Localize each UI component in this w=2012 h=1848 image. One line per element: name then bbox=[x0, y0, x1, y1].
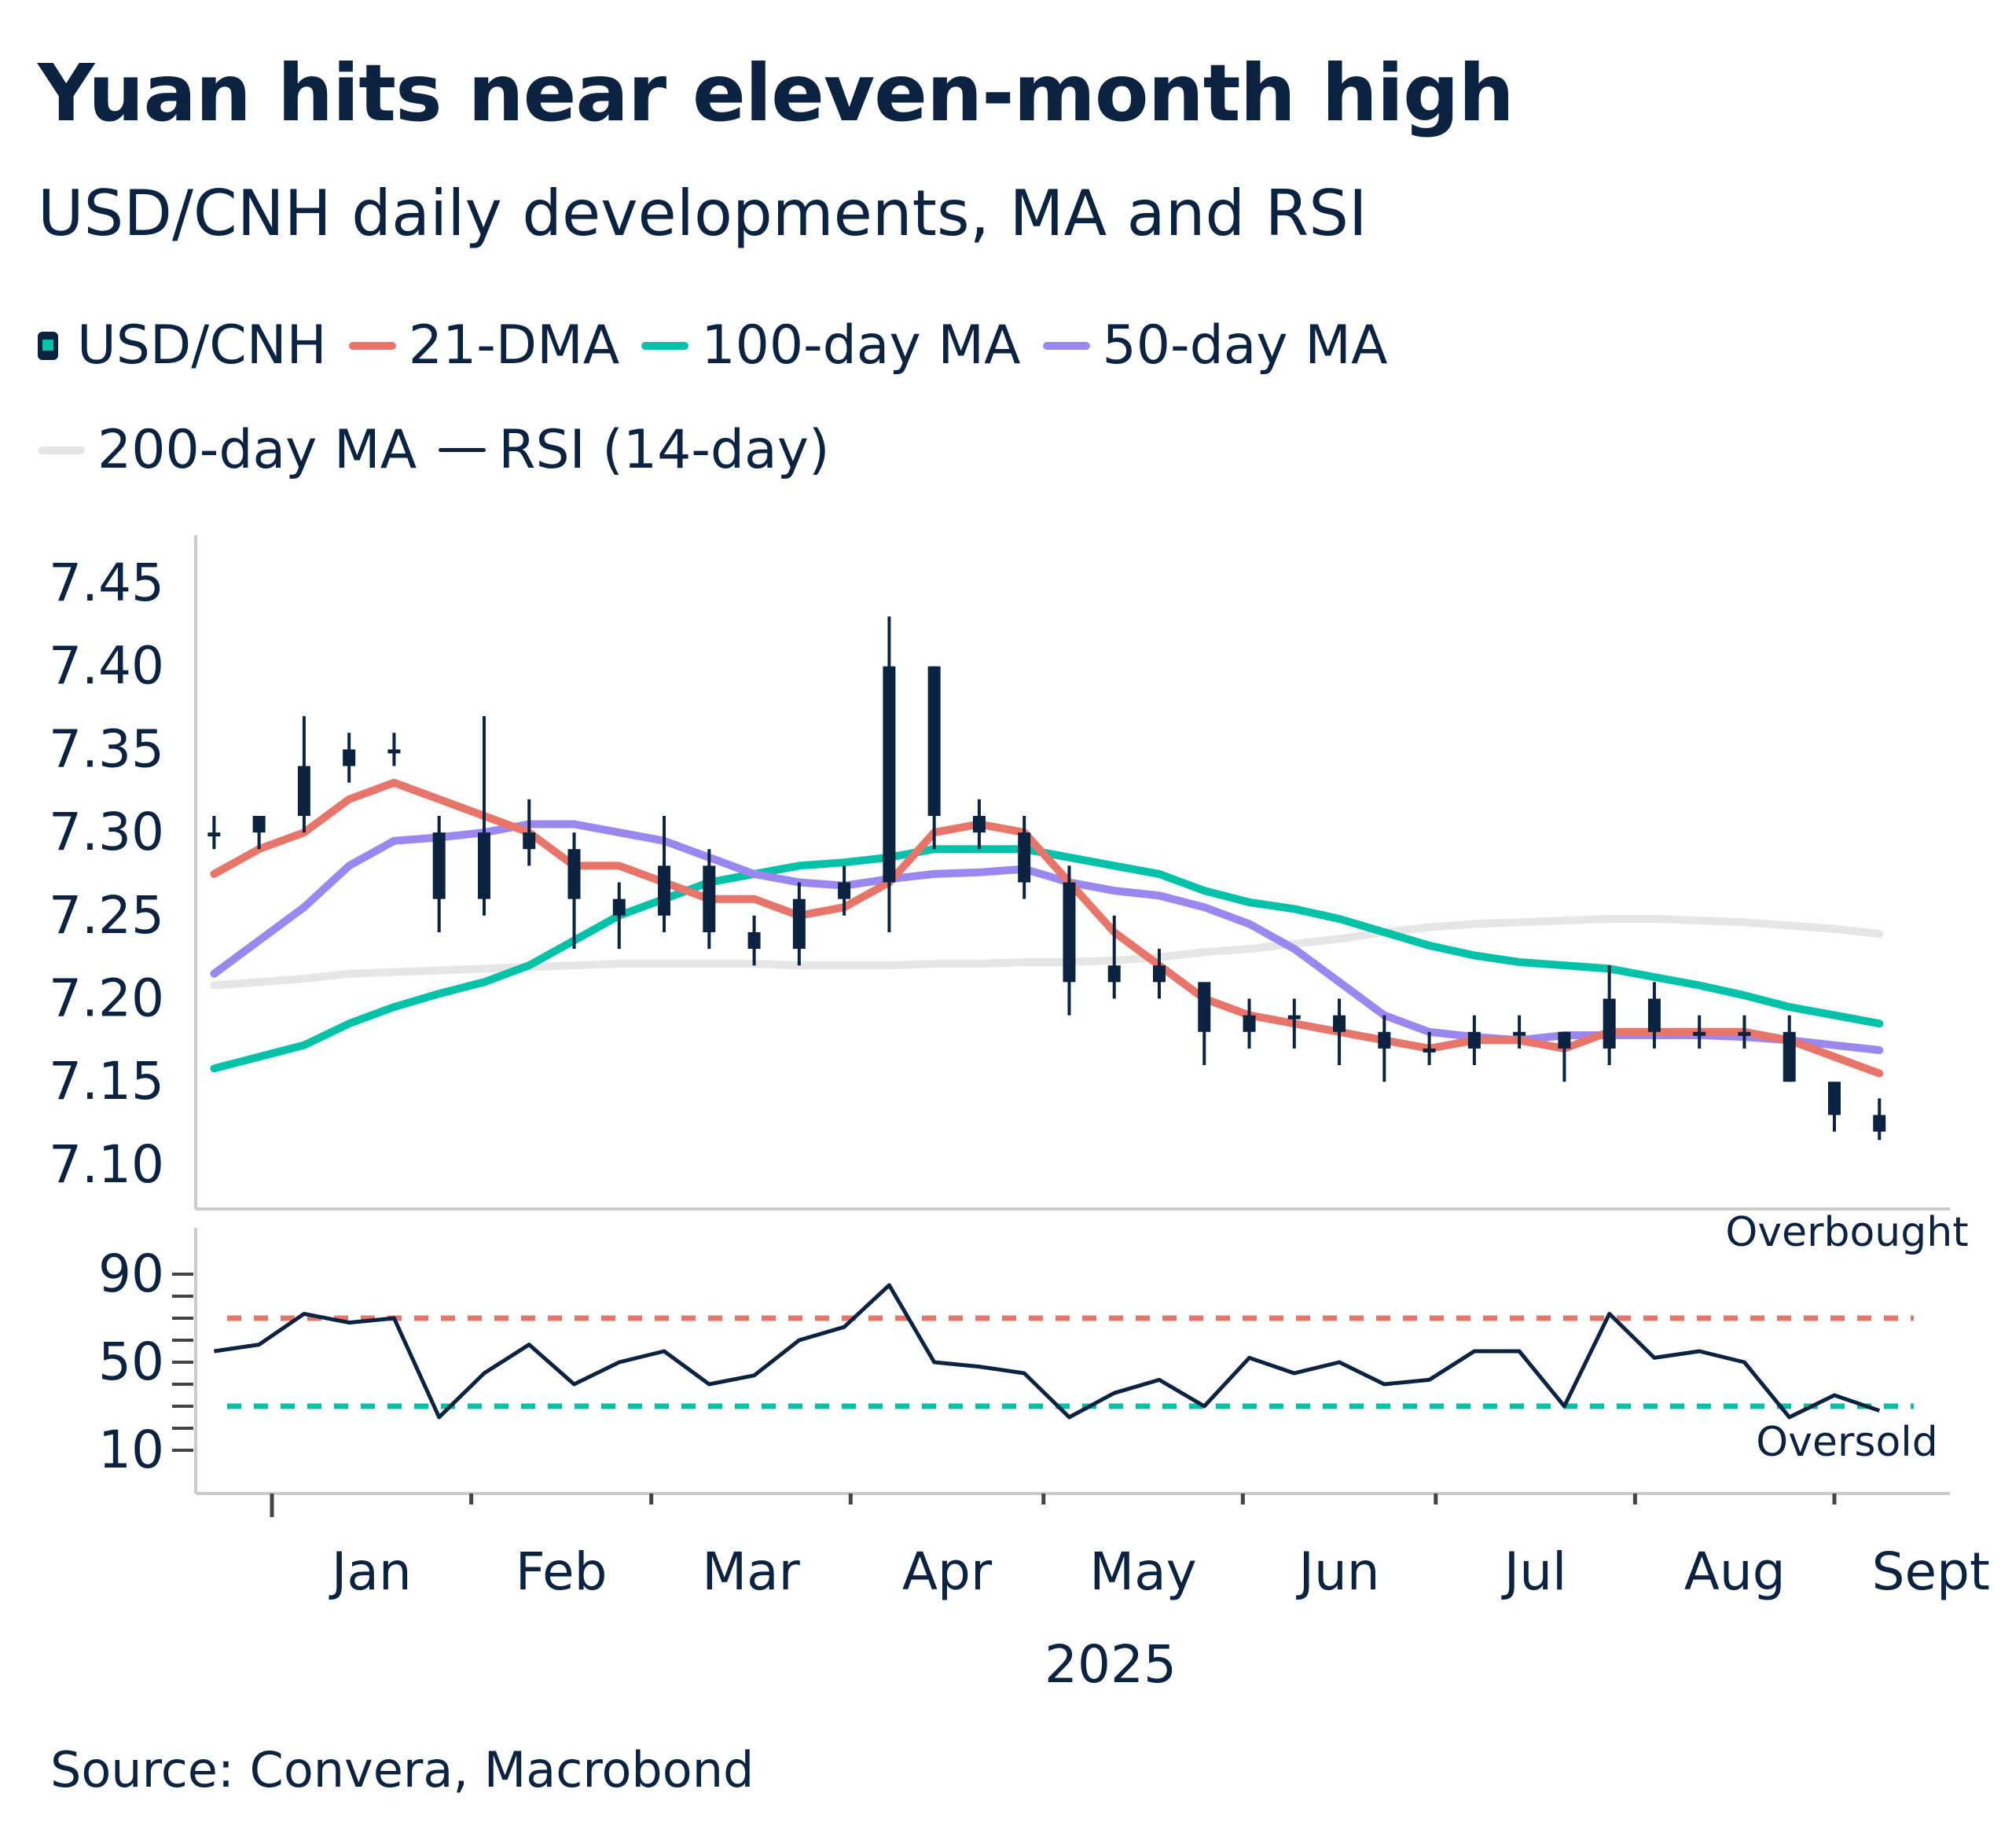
rsi-overbought-label: Overbought bbox=[1725, 1209, 1968, 1256]
candle-body bbox=[838, 882, 851, 899]
candle-body bbox=[1107, 965, 1121, 983]
legend-row-1: USD/CNH 21-DMA 100-day MA 50-day MA bbox=[38, 314, 1409, 377]
ma-line-21-dma bbox=[210, 778, 1884, 1078]
price-tick-label: 7.25 bbox=[49, 885, 164, 946]
candle-body bbox=[1333, 1015, 1346, 1032]
month-label: Aug bbox=[1684, 1541, 1786, 1602]
candle-body bbox=[1378, 1031, 1391, 1049]
chart-subtitle: USD/CNH daily developments, MA and RSI bbox=[38, 177, 1368, 250]
candle-body bbox=[1467, 1031, 1481, 1049]
rsi-oversold-label: Oversold bbox=[1756, 1419, 1937, 1466]
month-label: Jul bbox=[1501, 1541, 1567, 1602]
candle-body bbox=[792, 898, 806, 950]
price-tick-label: 7.40 bbox=[49, 636, 164, 696]
ma-line-200-day-ma bbox=[210, 915, 1884, 990]
price-tick-label: 7.10 bbox=[49, 1134, 164, 1195]
legend-usdcnh: USD/CNH bbox=[38, 314, 327, 377]
legend-100dma: 100-day MA bbox=[641, 314, 1021, 377]
candle-body bbox=[297, 766, 310, 816]
legend-label: 21-DMA bbox=[408, 314, 620, 377]
month-label: Apr bbox=[902, 1541, 993, 1602]
line-swatch-icon bbox=[439, 448, 486, 452]
candle-body bbox=[1603, 998, 1616, 1049]
candle-body bbox=[703, 865, 716, 932]
legend-label: 50-day MA bbox=[1102, 314, 1388, 377]
price-tick-label: 7.30 bbox=[49, 802, 164, 862]
candle-body bbox=[207, 832, 221, 837]
legend-rsi: RSI (14-day) bbox=[439, 419, 830, 481]
price-tick-label: 7.45 bbox=[49, 553, 164, 613]
candle-body bbox=[567, 849, 581, 899]
candle-body bbox=[432, 832, 446, 899]
line-swatch-icon bbox=[38, 446, 85, 454]
candle-body bbox=[1873, 1115, 1886, 1132]
legend-label: RSI (14-day) bbox=[498, 419, 830, 481]
candle-swatch-icon bbox=[38, 331, 58, 360]
candle-body bbox=[612, 898, 626, 916]
line-swatch-icon bbox=[348, 341, 396, 350]
month-label: Jun bbox=[1295, 1541, 1379, 1602]
candle-body bbox=[343, 749, 356, 766]
price-tick-label: 7.35 bbox=[49, 718, 164, 779]
candle-body bbox=[1693, 1031, 1706, 1036]
line-swatch-icon bbox=[1042, 341, 1090, 350]
chart-title: Yuan hits near eleven-month high bbox=[38, 47, 1515, 139]
legend-label: 200-day MA bbox=[97, 419, 417, 481]
candle-body bbox=[1198, 982, 1211, 1032]
candle-body bbox=[1513, 1031, 1526, 1036]
candle-body bbox=[1828, 1082, 1841, 1115]
candle-body bbox=[1152, 965, 1166, 983]
legend-21dma: 21-DMA bbox=[348, 314, 620, 377]
price-tick-label: 7.20 bbox=[49, 968, 164, 1029]
candle-body bbox=[477, 832, 490, 899]
month-label: Jan bbox=[329, 1541, 412, 1602]
candle-body bbox=[883, 666, 896, 883]
candle-body bbox=[1647, 998, 1661, 1032]
legend-label: USD/CNH bbox=[77, 314, 327, 377]
line-swatch-icon bbox=[641, 341, 689, 350]
candle-body bbox=[658, 865, 671, 916]
candle-body bbox=[1738, 1031, 1751, 1036]
candle-body bbox=[252, 815, 266, 833]
candle-body bbox=[747, 931, 761, 950]
price-tick-label: 7.15 bbox=[49, 1051, 164, 1111]
month-label: May bbox=[1089, 1541, 1196, 1602]
rsi-line bbox=[214, 1283, 1881, 1420]
candle-body bbox=[1243, 1015, 1256, 1032]
candle-body bbox=[1018, 832, 1031, 883]
candle-body bbox=[1423, 1048, 1436, 1053]
candle-body bbox=[387, 749, 401, 754]
candle-body bbox=[523, 832, 536, 850]
month-label: Mar bbox=[702, 1541, 800, 1602]
source-note: Source: Convera, Macrobond bbox=[50, 1741, 754, 1798]
legend-200dma: 200-day MA bbox=[38, 419, 417, 481]
candle-body bbox=[1063, 882, 1076, 983]
candle-body bbox=[972, 815, 986, 833]
rsi-tick-label: 50 bbox=[98, 1332, 164, 1392]
month-label: Sept bbox=[1872, 1541, 1990, 1602]
legend-label: 100-day MA bbox=[701, 314, 1021, 377]
candle-body bbox=[1558, 1031, 1571, 1049]
rsi-tick-label: 90 bbox=[98, 1244, 164, 1304]
candle-body bbox=[927, 666, 941, 816]
legend-50dma: 50-day MA bbox=[1042, 314, 1388, 377]
month-label: Feb bbox=[516, 1541, 608, 1602]
rsi-tick-label: 10 bbox=[98, 1420, 164, 1480]
candle-body bbox=[1783, 1031, 1796, 1082]
year-label: 2025 bbox=[1045, 1634, 1177, 1695]
legend-row-2: 200-day MA RSI (14-day) bbox=[38, 419, 852, 481]
candle-body bbox=[1287, 1015, 1301, 1020]
